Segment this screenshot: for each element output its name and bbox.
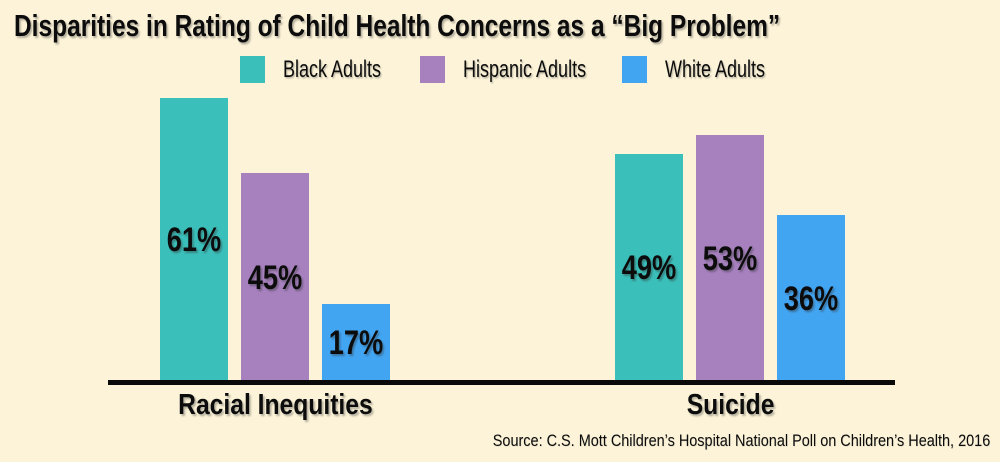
legend-swatch-black-adults xyxy=(240,56,265,83)
x-axis-line xyxy=(108,380,895,385)
bar-value-label: 45% xyxy=(247,258,303,297)
bar-hispanic-adults-racial-inequities: 45% xyxy=(241,173,309,383)
bar-value-label: 49% xyxy=(621,249,677,287)
legend-label-white-adults: White Adults xyxy=(665,55,766,83)
category-label-suicide: Suicide xyxy=(615,389,846,422)
bar-value-label: 61% xyxy=(166,221,222,259)
bar-white-adults-racial-inequities: 17% xyxy=(322,304,390,383)
bar-group-suicide: 49% 53% 36% xyxy=(615,135,845,383)
legend-label-black-adults: Black Adults xyxy=(283,55,382,83)
legend-item-white-adults: White Adults xyxy=(622,56,798,83)
bar-value-label: 53% xyxy=(702,239,758,278)
source-attribution-text: Source: C.S. Mott Children’s Hospital Na… xyxy=(492,431,990,450)
legend-swatch-hispanic-adults xyxy=(420,56,445,83)
bar-group-racial-inequities: 61% 45% 17% xyxy=(160,98,390,383)
category-label-text: Racial Inequities xyxy=(178,389,373,421)
chart-title-text: Disparities in Rating of Child Health Co… xyxy=(14,8,781,43)
category-label-racial-inequities: Racial Inequities xyxy=(160,389,391,422)
bar-black-adults-suicide: 49% xyxy=(615,154,683,383)
bar-white-adults-suicide: 36% xyxy=(777,215,845,383)
bar-hispanic-adults-suicide: 53% xyxy=(696,135,764,383)
category-label-text: Suicide xyxy=(686,389,775,421)
chart-title: Disparities in Rating of Child Health Co… xyxy=(14,8,984,44)
bar-black-adults-racial-inequities: 61% xyxy=(160,98,228,383)
legend-swatch-white-adults xyxy=(622,56,647,83)
legend-label-hispanic-adults: Hispanic Adults xyxy=(463,55,587,83)
legend-item-hispanic-adults: Hispanic Adults xyxy=(420,56,627,83)
legend-item-black-adults: Black Adults xyxy=(240,56,414,83)
bar-value-label: 17% xyxy=(328,324,384,362)
source-attribution: Source: C.S. Mott Children’s Hospital Na… xyxy=(405,431,990,451)
bar-value-label: 36% xyxy=(783,279,839,318)
